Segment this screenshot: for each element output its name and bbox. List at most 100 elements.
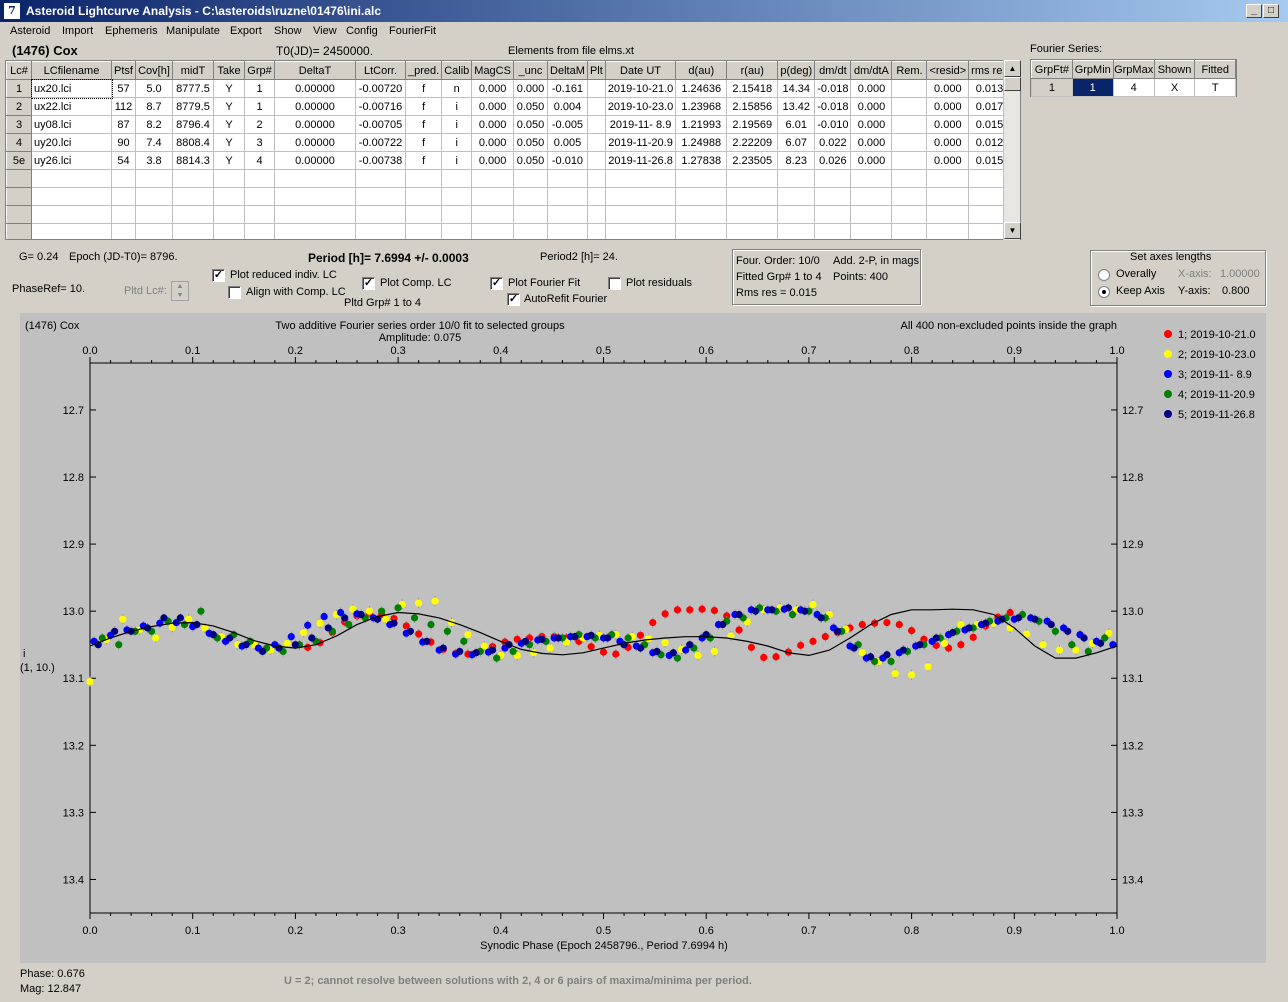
table-cell[interactable]: -0.00722 — [355, 133, 406, 152]
table-row[interactable]: 1 ux20.lci 57 5.0 8777.5 Y 1 0.00000 -0.00720 f n 0… — [6, 78, 1011, 99]
table-cell[interactable] — [586, 151, 606, 170]
table-cell[interactable] — [355, 205, 406, 224]
table-cell[interactable]: 0.000 — [471, 79, 514, 98]
table-cell[interactable]: 1.24636 — [675, 79, 728, 98]
table-cell[interactable] — [213, 187, 245, 206]
table-cell[interactable]: 8777.5 — [172, 79, 214, 98]
table-cell[interactable]: 57 — [111, 79, 136, 98]
table-cell[interactable]: 2.15856 — [726, 97, 779, 116]
table-cell[interactable]: 1.27838 — [675, 151, 728, 170]
table-cell[interactable] — [604, 169, 677, 188]
table-cell[interactable]: 112 — [111, 97, 136, 116]
table-cell[interactable]: 87 — [111, 115, 136, 134]
yaxis-value[interactable]: 0.800 — [1222, 285, 1250, 297]
table-row[interactable]: 5e uy26.lci 54 3.8 8814.3 Y 4 0.00000 -0.00738 f i… — [6, 151, 1011, 170]
table-cell[interactable]: 0.000 — [471, 133, 514, 152]
table-cell[interactable] — [891, 223, 928, 239]
table-cell[interactable] — [172, 205, 214, 224]
table-cell[interactable] — [441, 169, 473, 188]
plot-fourier-checkbox[interactable]: ✓ — [490, 277, 503, 290]
table-cell[interactable]: 90 — [111, 133, 136, 152]
table-cell[interactable]: 0.000 — [850, 97, 893, 116]
table-cell[interactable]: Y — [213, 79, 245, 98]
table-cell[interactable] — [404, 223, 443, 239]
column-header[interactable]: LCfilename — [31, 61, 112, 80]
column-header[interactable]: _unc — [512, 61, 548, 80]
table-cell[interactable] — [244, 187, 275, 206]
fourier-cell-grpmax[interactable]: 4 — [1112, 78, 1155, 97]
table-cell[interactable]: 0.000 — [850, 115, 893, 134]
table-cell[interactable] — [512, 223, 548, 239]
table-cell[interactable]: 2.19569 — [726, 115, 779, 134]
table-cell[interactable] — [244, 223, 275, 239]
table-cell[interactable]: 2019-11- 8.9 — [604, 115, 677, 134]
table-cell[interactable] — [891, 97, 928, 116]
empty-table-row[interactable] — [6, 223, 1011, 239]
column-header[interactable]: Grp# — [244, 61, 275, 80]
fourier-series-table[interactable]: GrpFt# GrpMin GrpMax Shown Fitted 1 1 4 … — [1030, 59, 1237, 97]
empty-table-row[interactable] — [6, 205, 1011, 224]
overally-radio[interactable] — [1098, 269, 1110, 281]
table-cell[interactable] — [111, 187, 136, 206]
table-cell[interactable]: -0.00705 — [355, 115, 406, 134]
table-cell[interactable] — [891, 115, 928, 134]
column-header[interactable]: Ptsf — [111, 61, 136, 80]
table-cell[interactable] — [675, 169, 728, 188]
table-cell[interactable]: 1.24988 — [675, 133, 728, 152]
table-cell[interactable] — [172, 169, 214, 188]
table-cell[interactable]: uy08.lci — [31, 115, 112, 134]
table-cell[interactable] — [586, 223, 606, 239]
fourier-cell-grpft[interactable]: 1 — [1031, 78, 1073, 97]
table-cell[interactable]: 2019-11-20.9 — [604, 133, 677, 152]
column-header[interactable]: Calib — [441, 61, 473, 80]
table-cell[interactable] — [244, 205, 275, 224]
table-cell[interactable] — [471, 187, 514, 206]
table-cell[interactable]: 0.026 — [814, 151, 852, 170]
table-cell[interactable]: 0.005 — [546, 133, 588, 152]
autorefit-checkbox[interactable]: ✓ — [507, 293, 520, 306]
table-cell[interactable]: i — [441, 97, 473, 116]
table-cell[interactable]: 0.013 — [968, 79, 1011, 98]
spinner-down-icon[interactable]: ▼ — [176, 292, 184, 299]
fourier-cell-grpmin[interactable]: 1 — [1071, 78, 1114, 97]
table-cell[interactable]: 0.000 — [850, 79, 893, 98]
table-cell[interactable]: 6.07 — [777, 133, 816, 152]
table-cell[interactable]: 2.23505 — [726, 151, 779, 170]
table-cell[interactable] — [6, 169, 32, 188]
column-header[interactable]: MagCS — [471, 61, 514, 80]
table-cell[interactable] — [586, 133, 606, 152]
table-cell[interactable] — [777, 187, 816, 206]
column-header[interactable]: Rem. — [891, 61, 928, 80]
xaxis-value[interactable]: 1.00000 — [1220, 268, 1260, 280]
column-header[interactable]: r(au) — [726, 61, 779, 80]
table-cell[interactable] — [814, 187, 852, 206]
table-cell[interactable] — [675, 187, 728, 206]
table-cell[interactable]: i — [441, 151, 473, 170]
table-cell[interactable] — [274, 223, 356, 239]
table-cell[interactable] — [471, 169, 514, 188]
table-cell[interactable]: 13.42 — [777, 97, 816, 116]
table-cell[interactable] — [891, 169, 928, 188]
table-cell[interactable]: f — [404, 133, 443, 152]
table-row[interactable]: 4 uy20.lci 90 7.4 8808.4 Y 3 0.00000 -0.00722 f i 0… — [6, 133, 1011, 152]
table-cell[interactable] — [814, 205, 852, 224]
table-cell[interactable]: 0.00000 — [274, 115, 356, 134]
table-cell[interactable] — [111, 205, 136, 224]
table-cell[interactable] — [512, 205, 548, 224]
column-header[interactable]: midT — [172, 61, 214, 80]
table-cell[interactable]: f — [404, 79, 443, 98]
table-cell[interactable] — [31, 187, 112, 206]
column-header[interactable]: Cov[h] — [135, 61, 173, 80]
table-cell[interactable] — [404, 187, 443, 206]
table-cell[interactable] — [850, 205, 893, 224]
table-cell[interactable]: 5.0 — [135, 79, 173, 98]
table-cell[interactable]: 4 — [244, 151, 275, 170]
table-cell[interactable]: uy20.lci — [31, 133, 112, 152]
table-cell[interactable]: 0.00000 — [274, 151, 356, 170]
table-cell[interactable]: ux22.lci — [31, 97, 112, 116]
table-cell[interactable]: 2019-10-23.0 — [604, 97, 677, 116]
table-cell[interactable] — [512, 187, 548, 206]
table-cell[interactable]: 4 — [6, 133, 32, 152]
menu-import[interactable]: Import — [62, 25, 94, 37]
table-cell[interactable]: 0.015 — [968, 151, 1011, 170]
